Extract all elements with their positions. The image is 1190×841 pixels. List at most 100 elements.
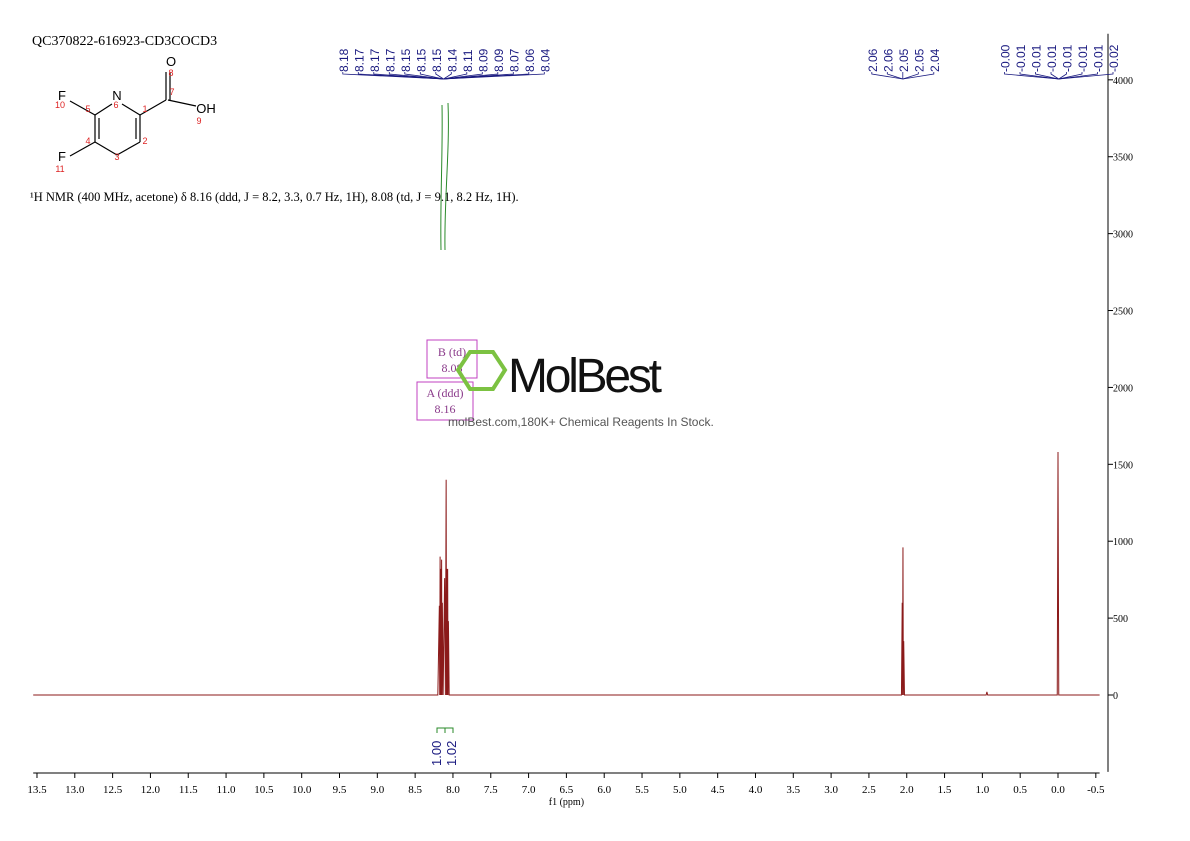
- atom-index: 3: [114, 152, 119, 162]
- x-tick-label: 9.5: [333, 784, 347, 796]
- peak-label: -0.01: [1045, 44, 1059, 72]
- x-tick-label: 4.5: [711, 784, 725, 796]
- peak-label: 8.09: [476, 48, 490, 72]
- x-tick-label: 0.0: [1051, 784, 1065, 796]
- x-tick-label: 1.0: [975, 784, 989, 796]
- x-tick-label: 8.5: [408, 784, 422, 796]
- peak-label: 8.11: [461, 49, 475, 72]
- peak-connector: [1050, 72, 1059, 80]
- peak-label: 2.06: [866, 48, 880, 72]
- x-tick-label: 11.0: [217, 784, 236, 796]
- atom: N: [112, 88, 121, 103]
- peak-connector: [1058, 72, 1114, 80]
- peak-label: 8.18: [337, 48, 351, 72]
- x-tick-label: 10.0: [292, 784, 312, 796]
- peak-label: 8.17: [368, 48, 382, 72]
- x-tick-label: 6.5: [560, 784, 574, 796]
- x-tick-label: 1.5: [938, 784, 952, 796]
- atom-index: 4: [85, 136, 90, 146]
- x-tick-label: 12.0: [141, 784, 161, 796]
- atom-index: 7: [169, 87, 174, 97]
- peak-label: 8.17: [383, 48, 397, 72]
- x-tick-label: 13.5: [27, 784, 47, 796]
- peak-connector: [443, 72, 468, 80]
- x-tick-label: -0.5: [1087, 784, 1105, 796]
- peak-label: 8.07: [507, 48, 521, 72]
- integral-value: 1.02: [444, 741, 459, 766]
- peak-label: 2.05: [912, 48, 926, 72]
- peak-connector: [1058, 72, 1083, 80]
- peak-label: -0.01: [1030, 44, 1044, 72]
- y-tick-label: 0: [1113, 691, 1118, 702]
- peak-connector: [1035, 72, 1059, 80]
- peak-connector: [373, 72, 444, 80]
- multiplet-shift: 8.16: [435, 402, 456, 416]
- structure: [69, 72, 197, 157]
- x-tick-label: 5.0: [673, 784, 687, 796]
- peak-label: 8.15: [430, 48, 444, 72]
- atom: OH: [196, 101, 216, 116]
- peak-label: -0.01: [1092, 44, 1106, 72]
- peak-connector: [1058, 72, 1067, 80]
- atom-index: 10: [55, 100, 65, 110]
- atom-index: 6: [113, 100, 118, 110]
- peak-connector: [388, 72, 444, 80]
- x-tick-label: 6.0: [597, 784, 611, 796]
- peak-label: 8.15: [414, 48, 428, 72]
- x-tick-label: 11.5: [179, 784, 198, 796]
- atom: O: [166, 54, 176, 69]
- watermark-logo: MolBest: [508, 350, 662, 403]
- multiplet-label: B (td): [438, 345, 466, 359]
- x-tick-label: 2.5: [862, 784, 876, 796]
- peak-label: 2.04: [928, 48, 942, 72]
- atom-index: 5: [85, 104, 90, 114]
- atom-index: 11: [55, 164, 64, 174]
- x-tick-label: 3.0: [824, 784, 838, 796]
- y-tick-label: 500: [1113, 614, 1128, 625]
- watermark-text: molBest.com,180K+ Chemical Reagents In S…: [448, 415, 714, 429]
- x-tick-label: 5.5: [635, 784, 649, 796]
- peak-connector: [1058, 72, 1098, 80]
- peak-label: 8.06: [523, 48, 537, 72]
- peak-connector: [902, 72, 919, 80]
- x-tick-label: 8.0: [446, 784, 460, 796]
- x-tick-label: 0.5: [1013, 784, 1027, 796]
- peak-label: 8.14: [445, 48, 459, 72]
- peak-connector: [443, 72, 452, 80]
- integral-value: 1.00: [429, 741, 444, 766]
- x-tick-label: 12.5: [103, 784, 123, 796]
- peak-connector: [1019, 72, 1059, 80]
- y-tick-label: 2000: [1113, 383, 1133, 394]
- x-tick-label: 2.0: [900, 784, 914, 796]
- peak-label: -0.01: [1014, 44, 1028, 72]
- atom: F: [58, 149, 66, 164]
- peak-connector: [404, 72, 444, 80]
- peak-connector: [443, 72, 483, 80]
- atom-index: 9: [196, 116, 201, 126]
- x-tick-label: 4.0: [749, 784, 763, 796]
- peak-label: -0.00: [999, 44, 1013, 72]
- peak-label: 8.09: [492, 48, 506, 72]
- y-tick-label: 3500: [1113, 153, 1133, 164]
- y-tick-label: 4000: [1113, 76, 1133, 87]
- x-tick-label: 3.5: [786, 784, 800, 796]
- description: ¹H NMR (400 MHz, acetone) δ 8.16 (ddd, J…: [30, 190, 519, 204]
- x-axis-label: f1 (ppm): [549, 797, 584, 808]
- y-tick-label: 3000: [1113, 230, 1133, 241]
- peak-label: 8.04: [538, 48, 552, 72]
- peak-connector: [886, 72, 903, 80]
- atom: F: [58, 88, 66, 103]
- structure-labels: O 8 7 OH 9 N 6 1 5 F 10 4 2 3 F 11: [55, 54, 216, 174]
- x-tick-label: 7.5: [484, 784, 498, 796]
- peak-connector: [1004, 72, 1059, 80]
- peak-label: 2.06: [881, 48, 895, 72]
- peak-label: -0.02: [1107, 44, 1121, 72]
- watermark: MolBest molBest.com,180K+ Chemical Reage…: [448, 350, 714, 429]
- x-tick-label: 9.0: [370, 784, 384, 796]
- x-tick-label: 10.5: [254, 784, 274, 796]
- peak-label: -0.01: [1061, 44, 1075, 72]
- peak-connector: [419, 72, 444, 80]
- x-tick-label: 13.0: [65, 784, 85, 796]
